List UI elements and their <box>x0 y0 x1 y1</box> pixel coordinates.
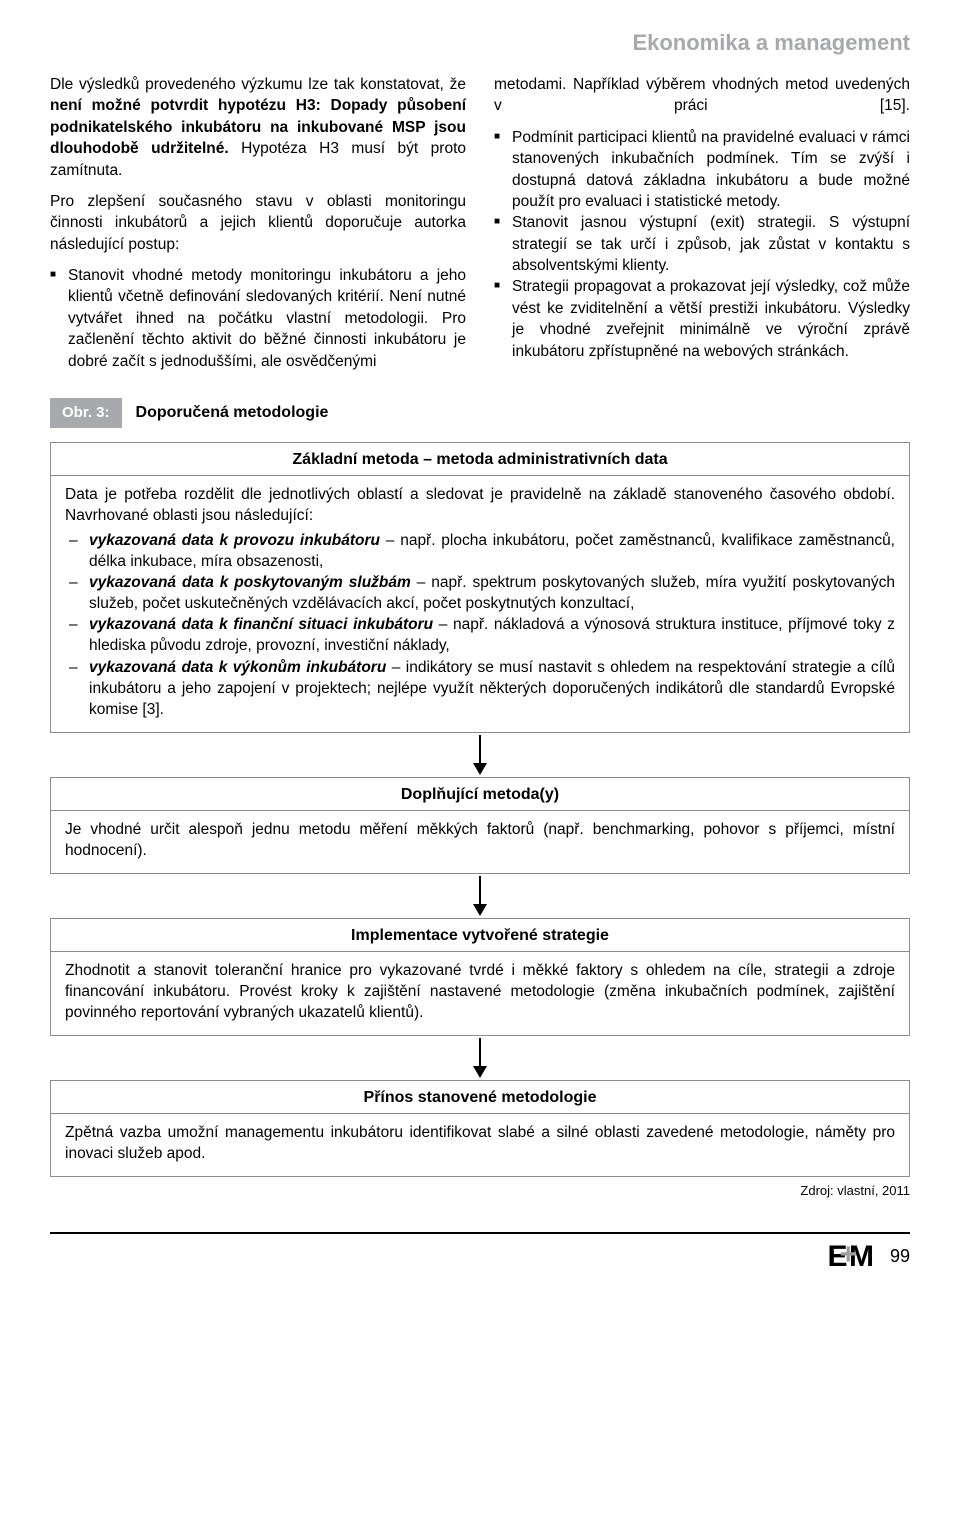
flow-box-1: Základní metoda – metoda administrativní… <box>50 442 910 733</box>
page-footer: E+M 99 <box>50 1232 910 1280</box>
item-3-head: vykazovaná data k finanční situaci inkub… <box>89 616 433 633</box>
item-2-head: vykazovaná data k poskytovaným službám <box>89 574 411 591</box>
arrow-1 <box>470 733 490 777</box>
flow-box-1-item-3: vykazovaná data k finanční situaci inkub… <box>65 614 895 656</box>
right-column: metodami. Například výběrem vhodných met… <box>494 74 910 372</box>
flow-box-1-item-2: vykazovaná data k poskytovaným službám –… <box>65 572 895 614</box>
figure-number-tab: Obr. 3: <box>50 398 122 428</box>
flow-box-3: Implementace vytvořené strategie Zhodnot… <box>50 918 910 1036</box>
item-1-head: vykazovaná data k provozu inkubátoru <box>89 532 380 549</box>
right-bullet-2: Stanovit jasnou výstupní (exit) strategi… <box>494 212 910 276</box>
flow-box-4: Přínos stanovené metodologie Zpětná vazb… <box>50 1080 910 1177</box>
arrow-down-icon <box>470 735 490 775</box>
footer-rule <box>50 1232 910 1234</box>
figure-title: Doporučená metodologie <box>122 398 343 428</box>
right-paragraph-1: metodami. Například výběrem vhodných met… <box>494 74 910 117</box>
right-bullet-list: Podmínit participaci klientů na pravidel… <box>494 127 910 362</box>
flow-box-1-list: vykazovaná data k provozu inkubátoru – n… <box>65 530 895 720</box>
flow-box-3-title: Implementace vytvořené strategie <box>51 919 909 952</box>
figure-label-row: Obr. 3: Doporučená metodologie <box>50 398 910 428</box>
p1-pre: Dle výsledků provedeného výzkumu lze tak… <box>50 76 466 93</box>
plus-icon: + <box>839 1238 855 1272</box>
left-column: Dle výsledků provedeného výzkumu lze tak… <box>50 74 466 372</box>
flow-box-1-item-4: vykazovaná data k výkonům inkubátoru – i… <box>65 657 895 720</box>
page-number: 99 <box>890 1246 910 1267</box>
flow-box-4-title: Přínos stanovené metodologie <box>51 1081 909 1114</box>
flow-box-2-body: Je vhodné určit alespoň jednu metodu měř… <box>51 811 909 873</box>
two-column-body: Dle výsledků provedeného výzkumu lze tak… <box>50 74 910 372</box>
figure-source: Zdroj: vlastní, 2011 <box>50 1183 910 1198</box>
flow-box-1-item-1: vykazovaná data k provozu inkubátoru – n… <box>65 530 895 572</box>
flow-box-1-intro: Data je potřeba rozdělit dle jednotlivýc… <box>65 486 895 524</box>
flowchart: Základní metoda – metoda administrativní… <box>50 442 910 1198</box>
item-4-head: vykazovaná data k výkonům inkubátoru <box>89 659 386 676</box>
flow-box-1-body: Data je potřeba rozdělit dle jednotlivýc… <box>51 476 909 732</box>
flow-box-1-title: Základní metoda – metoda administrativní… <box>51 443 909 476</box>
arrow-down-icon <box>470 1038 490 1078</box>
footer-logo: E+M <box>827 1240 872 1274</box>
right-bullet-3: Strategii propagovat a prokazovat její v… <box>494 276 910 362</box>
left-bullet-1: Stanovit vhodné metody monitoringu inkub… <box>50 265 466 372</box>
section-header: Ekonomika a management <box>50 30 910 56</box>
left-paragraph-1: Dle výsledků provedeného výzkumu lze tak… <box>50 74 466 181</box>
left-paragraph-2: Pro zlepšení současného stavu v oblasti … <box>50 191 466 255</box>
arrow-down-icon <box>470 876 490 916</box>
flow-box-2: Doplňující metoda(y) Je vhodné určit ale… <box>50 777 910 874</box>
right-bullet-1: Podmínit participaci klientů na pravidel… <box>494 127 910 213</box>
arrow-3 <box>470 1036 490 1080</box>
left-bullet-list: Stanovit vhodné metody monitoringu inkub… <box>50 265 466 372</box>
arrow-2 <box>470 874 490 918</box>
flow-box-2-title: Doplňující metoda(y) <box>51 778 909 811</box>
flow-box-3-body: Zhodnotit a stanovit toleranční hranice … <box>51 952 909 1035</box>
flow-box-4-body: Zpětná vazba umožní managementu inkubáto… <box>51 1114 909 1176</box>
